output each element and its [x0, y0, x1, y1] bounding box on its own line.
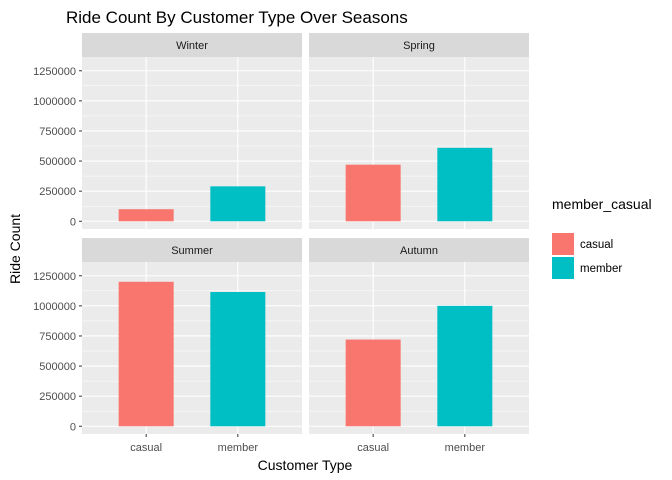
- facet-panel-spring: Spring: [309, 33, 529, 229]
- y-axis-title: Ride Count: [7, 214, 23, 284]
- plot-background: [309, 262, 529, 434]
- bar-winter-member: [210, 186, 266, 222]
- y-tick-label: 1000000: [33, 301, 76, 313]
- facet-strip-label: Spring: [403, 40, 435, 52]
- y-axis-row-2: 0 250000 500000 750000 1000000 1250000: [33, 271, 82, 433]
- facet-strip: [309, 238, 529, 262]
- bar-autumn-member: [437, 305, 493, 427]
- facet-strip-label: Autumn: [400, 245, 438, 257]
- bar-autumn-casual: [345, 339, 401, 427]
- bar-summer-member: [210, 292, 266, 427]
- legend: member_casual casual member: [552, 196, 652, 279]
- y-tick-label: 250000: [39, 391, 76, 403]
- legend-swatch-casual: [552, 233, 574, 255]
- y-tick-label: 500000: [39, 156, 76, 168]
- y-tick-label: 1000000: [33, 96, 76, 108]
- y-tick-label: 1250000: [33, 66, 76, 78]
- facet-panel-autumn: Autumn: [309, 238, 529, 434]
- x-axis-title: Customer Type: [258, 457, 353, 473]
- y-tick-label: 1250000: [33, 271, 76, 283]
- y-tick-label: 0: [70, 421, 76, 433]
- facet-panels: Winter Spring Summer Autumn: [82, 33, 529, 434]
- plot-background: [82, 262, 302, 434]
- legend-title: member_casual: [552, 196, 652, 212]
- y-tick-label: 750000: [39, 126, 76, 138]
- legend-swatch-member: [552, 257, 574, 279]
- x-tick-label: member: [445, 442, 486, 454]
- chart-title: Ride Count By Customer Type Over Seasons: [66, 8, 408, 27]
- bar-spring-member: [437, 147, 493, 222]
- facet-strip: [82, 238, 302, 262]
- facet-strip-label: Summer: [171, 245, 213, 257]
- x-tick-label: casual: [130, 442, 162, 454]
- bar-winter-casual: [118, 209, 174, 222]
- x-tick-label: casual: [357, 442, 389, 454]
- legend-label-member: member: [580, 263, 622, 275]
- bar-spring-casual: [345, 164, 401, 222]
- facet-panel-summer: Summer: [82, 238, 302, 434]
- y-tick-label: 750000: [39, 331, 76, 343]
- plot-background: [309, 57, 529, 229]
- x-tick-label: member: [218, 442, 259, 454]
- facet-strip: [309, 33, 529, 57]
- facet-strip: [82, 33, 302, 57]
- plot-background: [82, 57, 302, 229]
- y-tick-label: 0: [70, 216, 76, 228]
- legend-label-casual: casual: [580, 239, 613, 251]
- y-tick-label: 500000: [39, 361, 76, 373]
- facet-strip-label: Winter: [176, 40, 208, 52]
- x-axis: casual member casual member: [130, 434, 485, 454]
- y-axes: 0 250000 500000 750000 1000000 1250000 0 250000…: [33, 66, 82, 433]
- y-tick-label: 250000: [39, 186, 76, 198]
- y-axis-row-1: 0 250000 500000 750000 1000000 1250000: [33, 66, 82, 228]
- bar-summer-casual: [118, 281, 174, 427]
- facet-panel-winter: Winter: [82, 33, 302, 229]
